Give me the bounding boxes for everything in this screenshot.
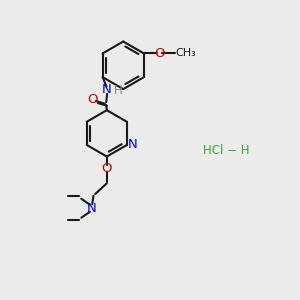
Text: N: N (128, 138, 138, 152)
Text: CH₃: CH₃ (176, 48, 197, 59)
Text: O: O (88, 93, 98, 106)
Text: O: O (154, 47, 164, 60)
Text: N: N (102, 83, 112, 96)
Text: H: H (114, 84, 122, 98)
Text: HCl − H: HCl − H (203, 143, 250, 157)
Text: O: O (102, 162, 112, 175)
Text: N: N (87, 202, 97, 215)
